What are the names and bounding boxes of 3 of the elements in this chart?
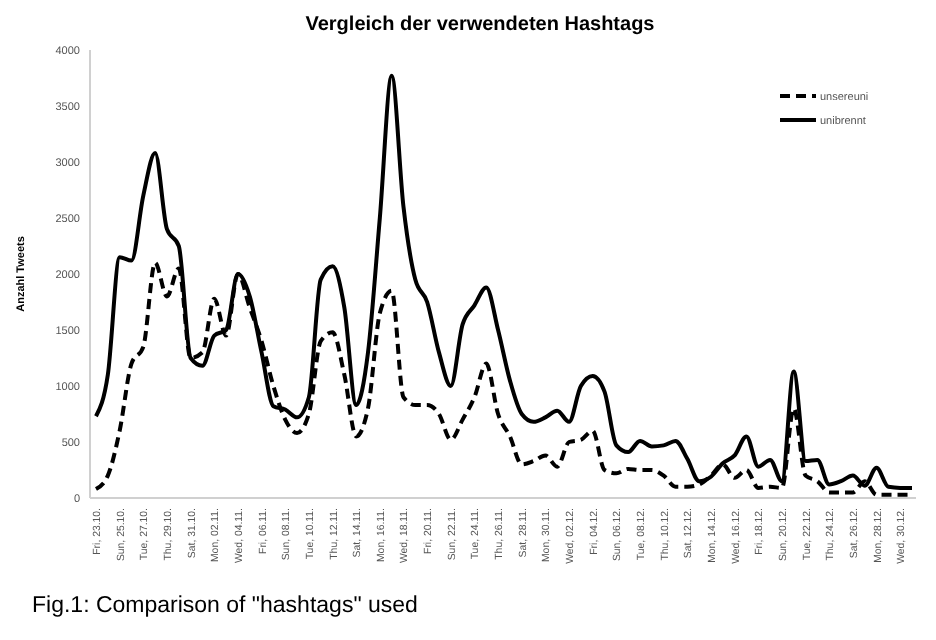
chart-title: Vergleich der verwendeten Hashtags — [305, 14, 656, 36]
caption: Fig.1: Comparison of "hashtags" used — [32, 594, 418, 618]
line-series — [94, 73, 914, 490]
